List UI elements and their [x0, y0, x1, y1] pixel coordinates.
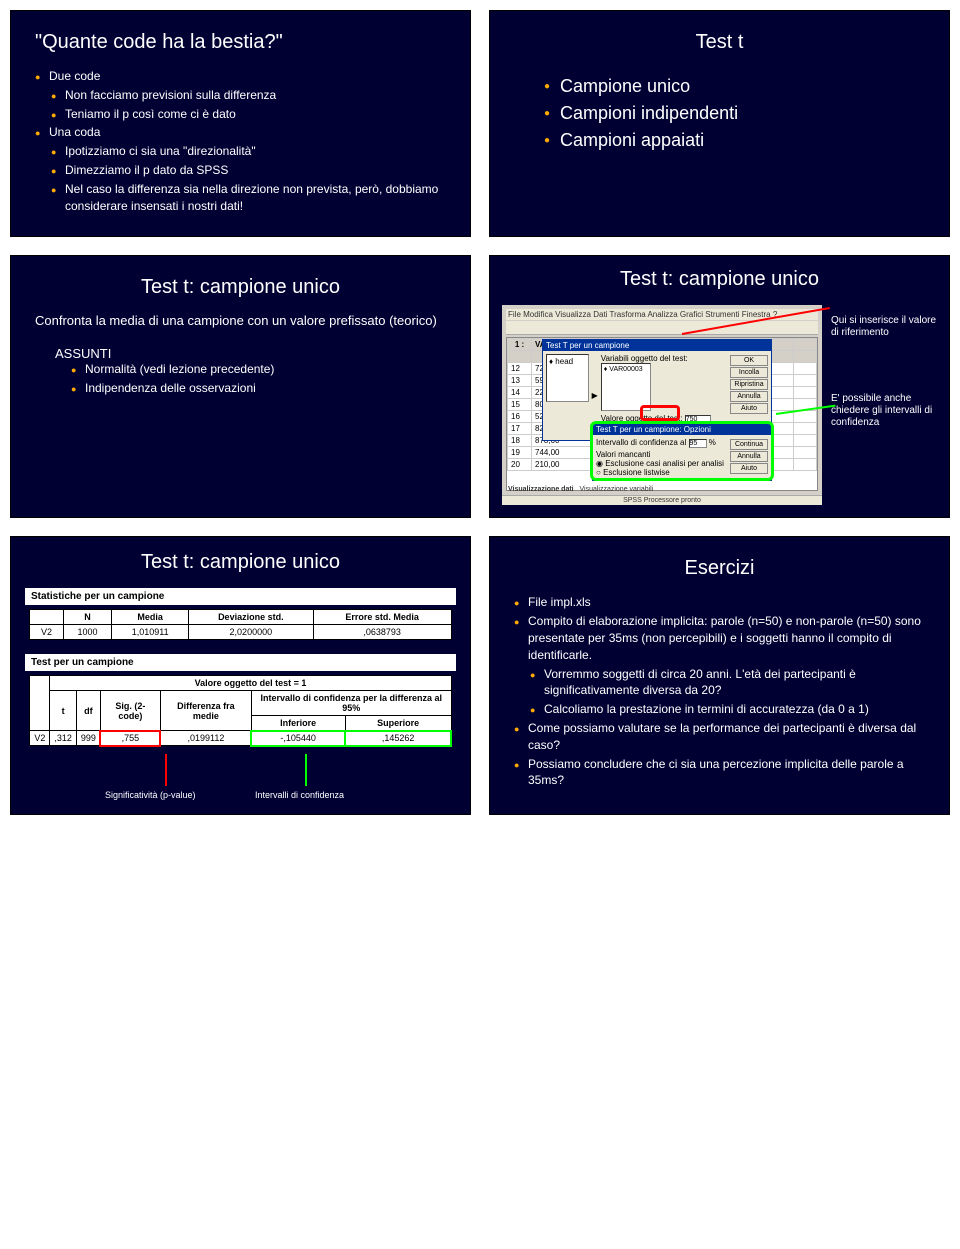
slide-1: "Quante code ha la bestia?" Due code Non… [10, 10, 471, 237]
t2-span-head: Valore oggetto del test = 1 [50, 676, 451, 691]
s1-una-coda: Una coda [35, 124, 446, 141]
s6-i1: File impl.xls [514, 594, 925, 611]
dlg1-annulla-button[interactable]: Annulla [730, 391, 768, 402]
s1-b4: Dimezziamo il p dato da SPSS [51, 162, 446, 179]
slide-4: Test t: campione unico File Modifica Vis… [489, 255, 950, 518]
dlg1-label: Variabili oggetto del test: [601, 354, 727, 363]
stats-table: N Media Deviazione std. Errore std. Medi… [29, 609, 451, 640]
s1-b3: Ipotizziamo ci sia una "direzionalità" [51, 143, 446, 160]
slide-2: Test t Campione unico Campioni indipende… [489, 10, 950, 237]
dlg1-incolla-button[interactable]: Incolla [730, 367, 768, 378]
s3-a1: Normalità (vedi lezione precedente) [71, 361, 446, 378]
slide-3: Test t: campione unico Confronta la medi… [10, 255, 471, 518]
spss-tabs[interactable]: Visualizzazione dati Visualizzazione var… [508, 486, 653, 493]
s6-i5: Come possiamo valutare se la performance… [514, 720, 925, 754]
slide3-title: Test t: campione unico [35, 276, 446, 299]
spss-toolbar[interactable] [506, 321, 818, 335]
s3-assunti: ASSUNTI [55, 346, 446, 361]
s6-i2: Compito di elaborazione implicita: parol… [514, 613, 925, 663]
s6-i4: Calcoliamo la prestazione in termini di … [530, 701, 925, 718]
test-table: Valore oggetto del test = 1 t df Sig. (2… [29, 675, 451, 746]
spss-statusbar: SPSS Processore pronto [502, 495, 822, 505]
dialog1-titlebar: Test T per un campione [543, 340, 771, 351]
s6-i3: Vorremmo soggetti di circa 20 anni. L'et… [530, 666, 925, 700]
s1-b1: Non facciamo previsioni sulla differenza [51, 87, 446, 104]
t2-ci-head: Intervallo di confidenza per la differen… [251, 691, 451, 716]
slide-grid: "Quante code ha la bestia?" Due code Non… [0, 0, 960, 825]
slide1-title: "Quante code ha la bestia?" [35, 31, 446, 54]
dlg1-source-list[interactable]: ♦ head [546, 354, 589, 402]
s6-i6: Possiamo concludere che ci sia una perce… [514, 756, 925, 790]
s1-b2: Teniamo il p così come ci è dato [51, 106, 446, 123]
s2-i3: Campioni appaiati [544, 128, 925, 153]
s2-i1: Campione unico [544, 74, 925, 99]
callout-1: Qui si inserisce il valore di riferiment… [831, 315, 941, 339]
dlg1-ripristina-button[interactable]: Ripristina [730, 379, 768, 390]
s3-p1: Confronta la media di una campione con u… [35, 313, 446, 328]
ci-high-cell: ,145262 [345, 731, 451, 746]
callout-2: E' possibile anche chiedere gli interval… [831, 393, 941, 429]
s2-i2: Campioni indipendenti [544, 101, 925, 126]
label-sig: Significatività (p-value) [105, 790, 196, 800]
spss-window: File Modifica Visualizza Dati Trasforma … [502, 305, 822, 505]
arrow-sig [165, 754, 167, 786]
slide-6: Esercizi File impl.xls Compito di elabor… [489, 536, 950, 815]
label-ci: Intervalli di confidenza [255, 790, 344, 800]
s1-b5: Nel caso la differenza sia nella direzio… [51, 181, 446, 215]
green-highlight-dialog [590, 421, 774, 481]
red-highlight-value [640, 405, 680, 421]
slide5-title: Test t: campione unico [25, 551, 456, 574]
arrow-ci [305, 754, 307, 786]
slide2-title: Test t [514, 31, 925, 54]
s1-due-code: Due code [35, 68, 446, 85]
dlg1-target-list[interactable]: ♦ VAR00003 [601, 363, 651, 411]
dlg1-ok-button[interactable]: OK [730, 355, 768, 366]
table2-caption: Test per un campione [25, 654, 456, 671]
slide-5: Test t: campione unico Statistiche per u… [10, 536, 471, 815]
slide4-title: Test t: campione unico [502, 268, 937, 291]
table1-caption: Statistiche per un campione [25, 588, 456, 605]
slide6-title: Esercizi [514, 557, 925, 580]
sig-cell: ,755 [100, 731, 160, 746]
dlg1-aiuto-button[interactable]: Aiuto [730, 403, 768, 414]
ci-low-cell: -,105440 [251, 731, 345, 746]
s3-a2: Indipendenza delle osservazioni [71, 380, 446, 397]
